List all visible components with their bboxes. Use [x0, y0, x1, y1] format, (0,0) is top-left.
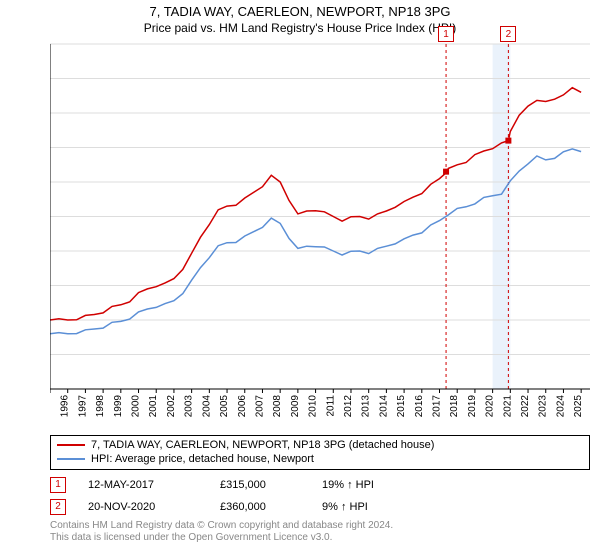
legend-swatch: [57, 444, 85, 446]
x-tick-label: 2009: [290, 395, 301, 418]
page-title: 7, TADIA WAY, CAERLEON, NEWPORT, NP18 3P…: [0, 0, 600, 19]
legend-swatch: [57, 458, 85, 460]
transaction-hpi: 9% ↑ HPI: [322, 501, 368, 513]
x-tick-label: 2019: [467, 395, 478, 418]
transaction-date: 12-MAY-2017: [88, 479, 198, 491]
footer-line: Contains HM Land Registry data © Crown c…: [50, 520, 590, 533]
x-tick-label: 2016: [414, 395, 425, 418]
transaction-price: £315,000: [220, 479, 300, 491]
footer-line: This data is licensed under the Open Gov…: [50, 532, 590, 545]
x-tick-label: 2010: [308, 395, 319, 418]
x-tick-label: 2012: [343, 395, 354, 418]
x-tick-label: 2014: [378, 395, 389, 418]
legend-label: 7, TADIA WAY, CAERLEON, NEWPORT, NP18 3P…: [91, 438, 434, 452]
x-tick-label: 2001: [148, 395, 159, 418]
x-tick-label: 2018: [449, 395, 460, 418]
x-tick-label: 2005: [219, 395, 230, 418]
transaction-badge: 2: [50, 499, 66, 515]
page: 7, TADIA WAY, CAERLEON, NEWPORT, NP18 3P…: [0, 0, 600, 560]
legend-row: HPI: Average price, detached house, Newp…: [57, 452, 583, 466]
transaction-hpi: 19% ↑ HPI: [322, 479, 374, 491]
legend: 7, TADIA WAY, CAERLEON, NEWPORT, NP18 3P…: [50, 435, 590, 470]
x-tick-label: 2015: [396, 395, 407, 418]
x-tick-label: 1998: [95, 395, 106, 418]
legend-row: 7, TADIA WAY, CAERLEON, NEWPORT, NP18 3P…: [57, 438, 583, 452]
x-tick-label: 2020: [485, 395, 496, 418]
x-tick-label: 2008: [272, 395, 283, 418]
x-tick-label: 1996: [60, 395, 71, 418]
footer: Contains HM Land Registry data © Crown c…: [50, 520, 590, 545]
x-tick-label: 2004: [201, 395, 212, 418]
x-tick-label: 2024: [555, 395, 566, 418]
chart-area: £0£50K£100K£150K£200K£250K£300K£350K£400…: [50, 39, 590, 429]
transaction-badge: 1: [50, 477, 66, 493]
x-tick-label: 2000: [131, 395, 142, 418]
x-tick-label: 2017: [432, 395, 443, 418]
transaction-row: 1 12-MAY-2017 £315,000 19% ↑ HPI: [50, 474, 590, 496]
callout-badge: 1: [438, 26, 454, 42]
x-tick-label: 2021: [502, 395, 513, 418]
x-tick-label: 2013: [361, 395, 372, 418]
transaction-price: £360,000: [220, 501, 300, 513]
x-tick-label: 2011: [325, 395, 336, 417]
x-tick-label: 2007: [254, 395, 265, 418]
transaction-row: 2 20-NOV-2020 £360,000 9% ↑ HPI: [50, 496, 590, 518]
price-chart: £0£50K£100K£150K£200K£250K£300K£350K£400…: [50, 39, 590, 429]
x-tick-label: 1995: [50, 395, 53, 418]
x-tick-label: 2002: [166, 395, 177, 418]
transaction-list: 1 12-MAY-2017 £315,000 19% ↑ HPI 2 20-NOV-202…: [50, 474, 590, 518]
x-tick-label: 1999: [113, 395, 124, 418]
x-tick-label: 2003: [184, 395, 195, 418]
callout-badge: 2: [500, 26, 516, 42]
x-tick-label: 2006: [237, 395, 248, 418]
x-tick-label: 1997: [77, 395, 88, 418]
x-tick-label: 2025: [573, 395, 584, 418]
x-tick-label: 2023: [538, 395, 549, 418]
legend-label: HPI: Average price, detached house, Newp…: [91, 452, 314, 466]
transaction-date: 20-NOV-2020: [88, 501, 198, 513]
x-tick-label: 2022: [520, 395, 531, 418]
